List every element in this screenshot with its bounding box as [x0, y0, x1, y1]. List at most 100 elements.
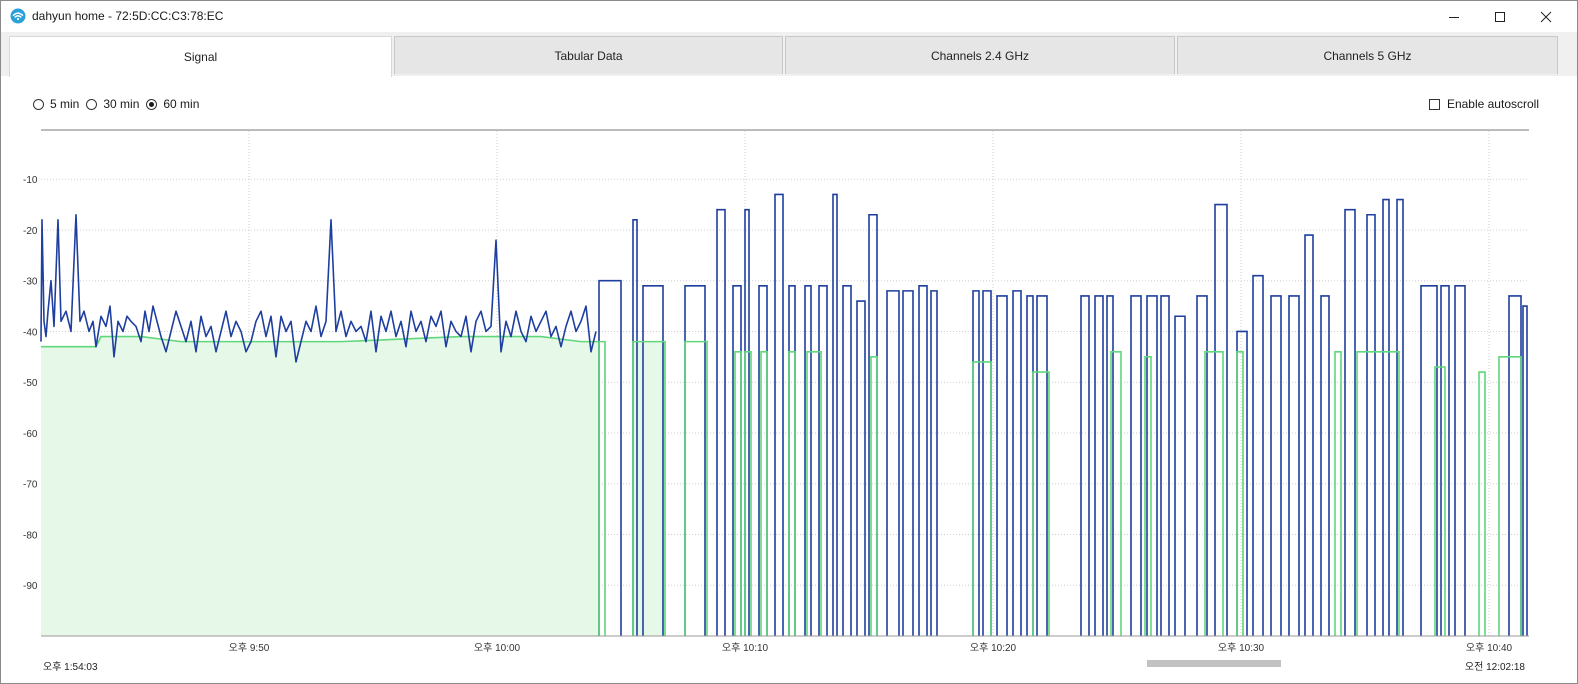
range-start-label: 오후 1:54:03	[43, 662, 98, 673]
y-tick-label: -10	[23, 175, 38, 186]
signal-series-line	[1026, 295, 1034, 636]
signal-series-line	[1106, 295, 1114, 636]
y-tick-label: -20	[23, 226, 38, 237]
signal-series-line	[1236, 350, 1244, 636]
signal-series-line	[996, 295, 1008, 636]
minimize-button[interactable]	[1431, 1, 1477, 32]
radio-label: 60 min	[163, 97, 200, 111]
tab-tabular-data[interactable]: Tabular Data	[394, 36, 783, 74]
signal-series-line	[744, 350, 752, 636]
signal-series-line	[1522, 305, 1528, 636]
signal-series-line	[886, 290, 900, 636]
range-end-label: 오전 12:02:18	[1464, 662, 1525, 673]
y-tick-label: -70	[23, 480, 38, 491]
signal-series-line	[1320, 295, 1330, 636]
radio-circle	[146, 98, 158, 110]
time-range-selector: 5 min 30 min 60 min	[33, 97, 206, 111]
signal-series-line	[734, 350, 742, 636]
tab-channels-5[interactable]: Channels 5 GHz	[1177, 36, 1558, 74]
signal-series-line	[1478, 371, 1486, 636]
signal-series-line	[1130, 295, 1142, 636]
signal-series-line	[1440, 284, 1450, 636]
tab-strip: Signal Tabular Data Channels 2.4 GHz Cha…	[1, 32, 1577, 77]
y-tick-label: -40	[23, 327, 38, 338]
chart-fill	[41, 336, 665, 636]
signal-series-line	[1094, 295, 1104, 636]
maximize-button[interactable]	[1477, 1, 1523, 32]
radio-60-min[interactable]: 60 min	[146, 97, 199, 111]
signal-series-line	[1498, 356, 1522, 636]
radio-circle	[33, 98, 44, 110]
minimize-icon	[1449, 16, 1459, 18]
title-bar[interactable]: dahyun home - 72:5D:CC:C3:78:EC	[1, 1, 1577, 32]
signal-series-line	[1288, 295, 1300, 636]
signal-series-line	[806, 350, 822, 636]
signal-series-line	[1012, 290, 1022, 636]
signal-series-line	[856, 300, 866, 636]
wifi-app-icon	[10, 8, 26, 24]
tab-label: Channels 5 GHz	[1323, 48, 1412, 63]
signal-series-line	[1334, 350, 1342, 636]
signal-series-line	[972, 361, 992, 636]
y-tick-label: -80	[23, 530, 38, 541]
signal-series-line	[1214, 203, 1228, 636]
signal-series-line	[716, 208, 726, 636]
signal-series-line	[788, 350, 796, 636]
signal-series-line	[1032, 371, 1050, 636]
signal-series-line	[1454, 284, 1466, 636]
x-tick-label: 오후 10:20	[970, 642, 1017, 654]
signal-series-line	[1252, 274, 1264, 636]
x-tick-label: 오후 10:40	[1466, 642, 1513, 654]
radio-circle	[86, 98, 98, 110]
signal-series-line	[774, 193, 784, 636]
y-tick-label: -30	[23, 277, 38, 288]
signal-series-line	[1146, 295, 1158, 636]
horizontal-scrollbar-thumb[interactable]	[1147, 660, 1281, 667]
autoscroll-toggle[interactable]: Enable autoscroll	[1428, 97, 1539, 111]
chart-axes: -10 -20 -30 -40 -50 -60 -70 -80 -90 오후 9:50 오후 10:…	[23, 175, 1529, 654]
signal-series-line	[1036, 295, 1048, 636]
signal-series-line	[684, 284, 706, 636]
chart-lines	[40, 193, 1528, 636]
x-tick-label: 오후 10:10	[722, 642, 769, 654]
signal-series-line	[598, 279, 622, 636]
tab-label: Tabular Data	[554, 48, 623, 63]
tab-signal[interactable]: Signal	[9, 36, 392, 77]
close-button[interactable]	[1523, 1, 1569, 32]
signal-series-line	[1396, 198, 1404, 636]
tab-label: Channels 2.4 GHz	[930, 48, 1030, 63]
signal-series-line	[818, 284, 828, 636]
radio-label: 30 min	[103, 97, 140, 111]
signal-series-line	[902, 290, 914, 636]
signal-series-line	[41, 335, 599, 348]
x-tick-label: 오후 10:00	[474, 642, 521, 654]
tab-channels-24[interactable]: Channels 2.4 GHz	[785, 36, 1175, 74]
signal-series-line	[832, 193, 838, 636]
signal-series-line	[1344, 208, 1356, 636]
tab-label: Signal	[183, 50, 218, 64]
radio-5-min[interactable]: 5 min	[33, 97, 79, 111]
signal-series-line	[1196, 295, 1208, 636]
autoscroll-label: Enable autoscroll	[1446, 97, 1539, 111]
autoscroll-checkbox[interactable]	[1428, 98, 1440, 110]
signal-fill-area	[633, 341, 665, 636]
signal-series-line	[982, 290, 992, 636]
radio-label: 5 min	[50, 97, 80, 111]
y-tick-label: -60	[23, 429, 38, 440]
close-icon	[1540, 11, 1552, 22]
signal-series-line	[788, 284, 796, 636]
signal-series-line	[1160, 295, 1170, 636]
signal-series-line	[918, 284, 928, 636]
signal-series-line	[1366, 213, 1376, 636]
signal-series-line	[1270, 295, 1282, 636]
signal-series-line	[684, 340, 708, 636]
signal-series-line	[1356, 350, 1400, 636]
signal-series-line	[842, 284, 852, 636]
signal-fill-area	[41, 336, 599, 636]
signal-series-line	[1144, 356, 1152, 636]
y-tick-label: -50	[23, 378, 38, 389]
signal-chart[interactable]: -10 -20 -30 -40 -50 -60 -70 -80 -90 오후 9:50 오후 10:…	[1, 121, 1577, 661]
radio-30-min[interactable]: 30 min	[86, 97, 139, 111]
signal-series-line	[632, 340, 666, 636]
